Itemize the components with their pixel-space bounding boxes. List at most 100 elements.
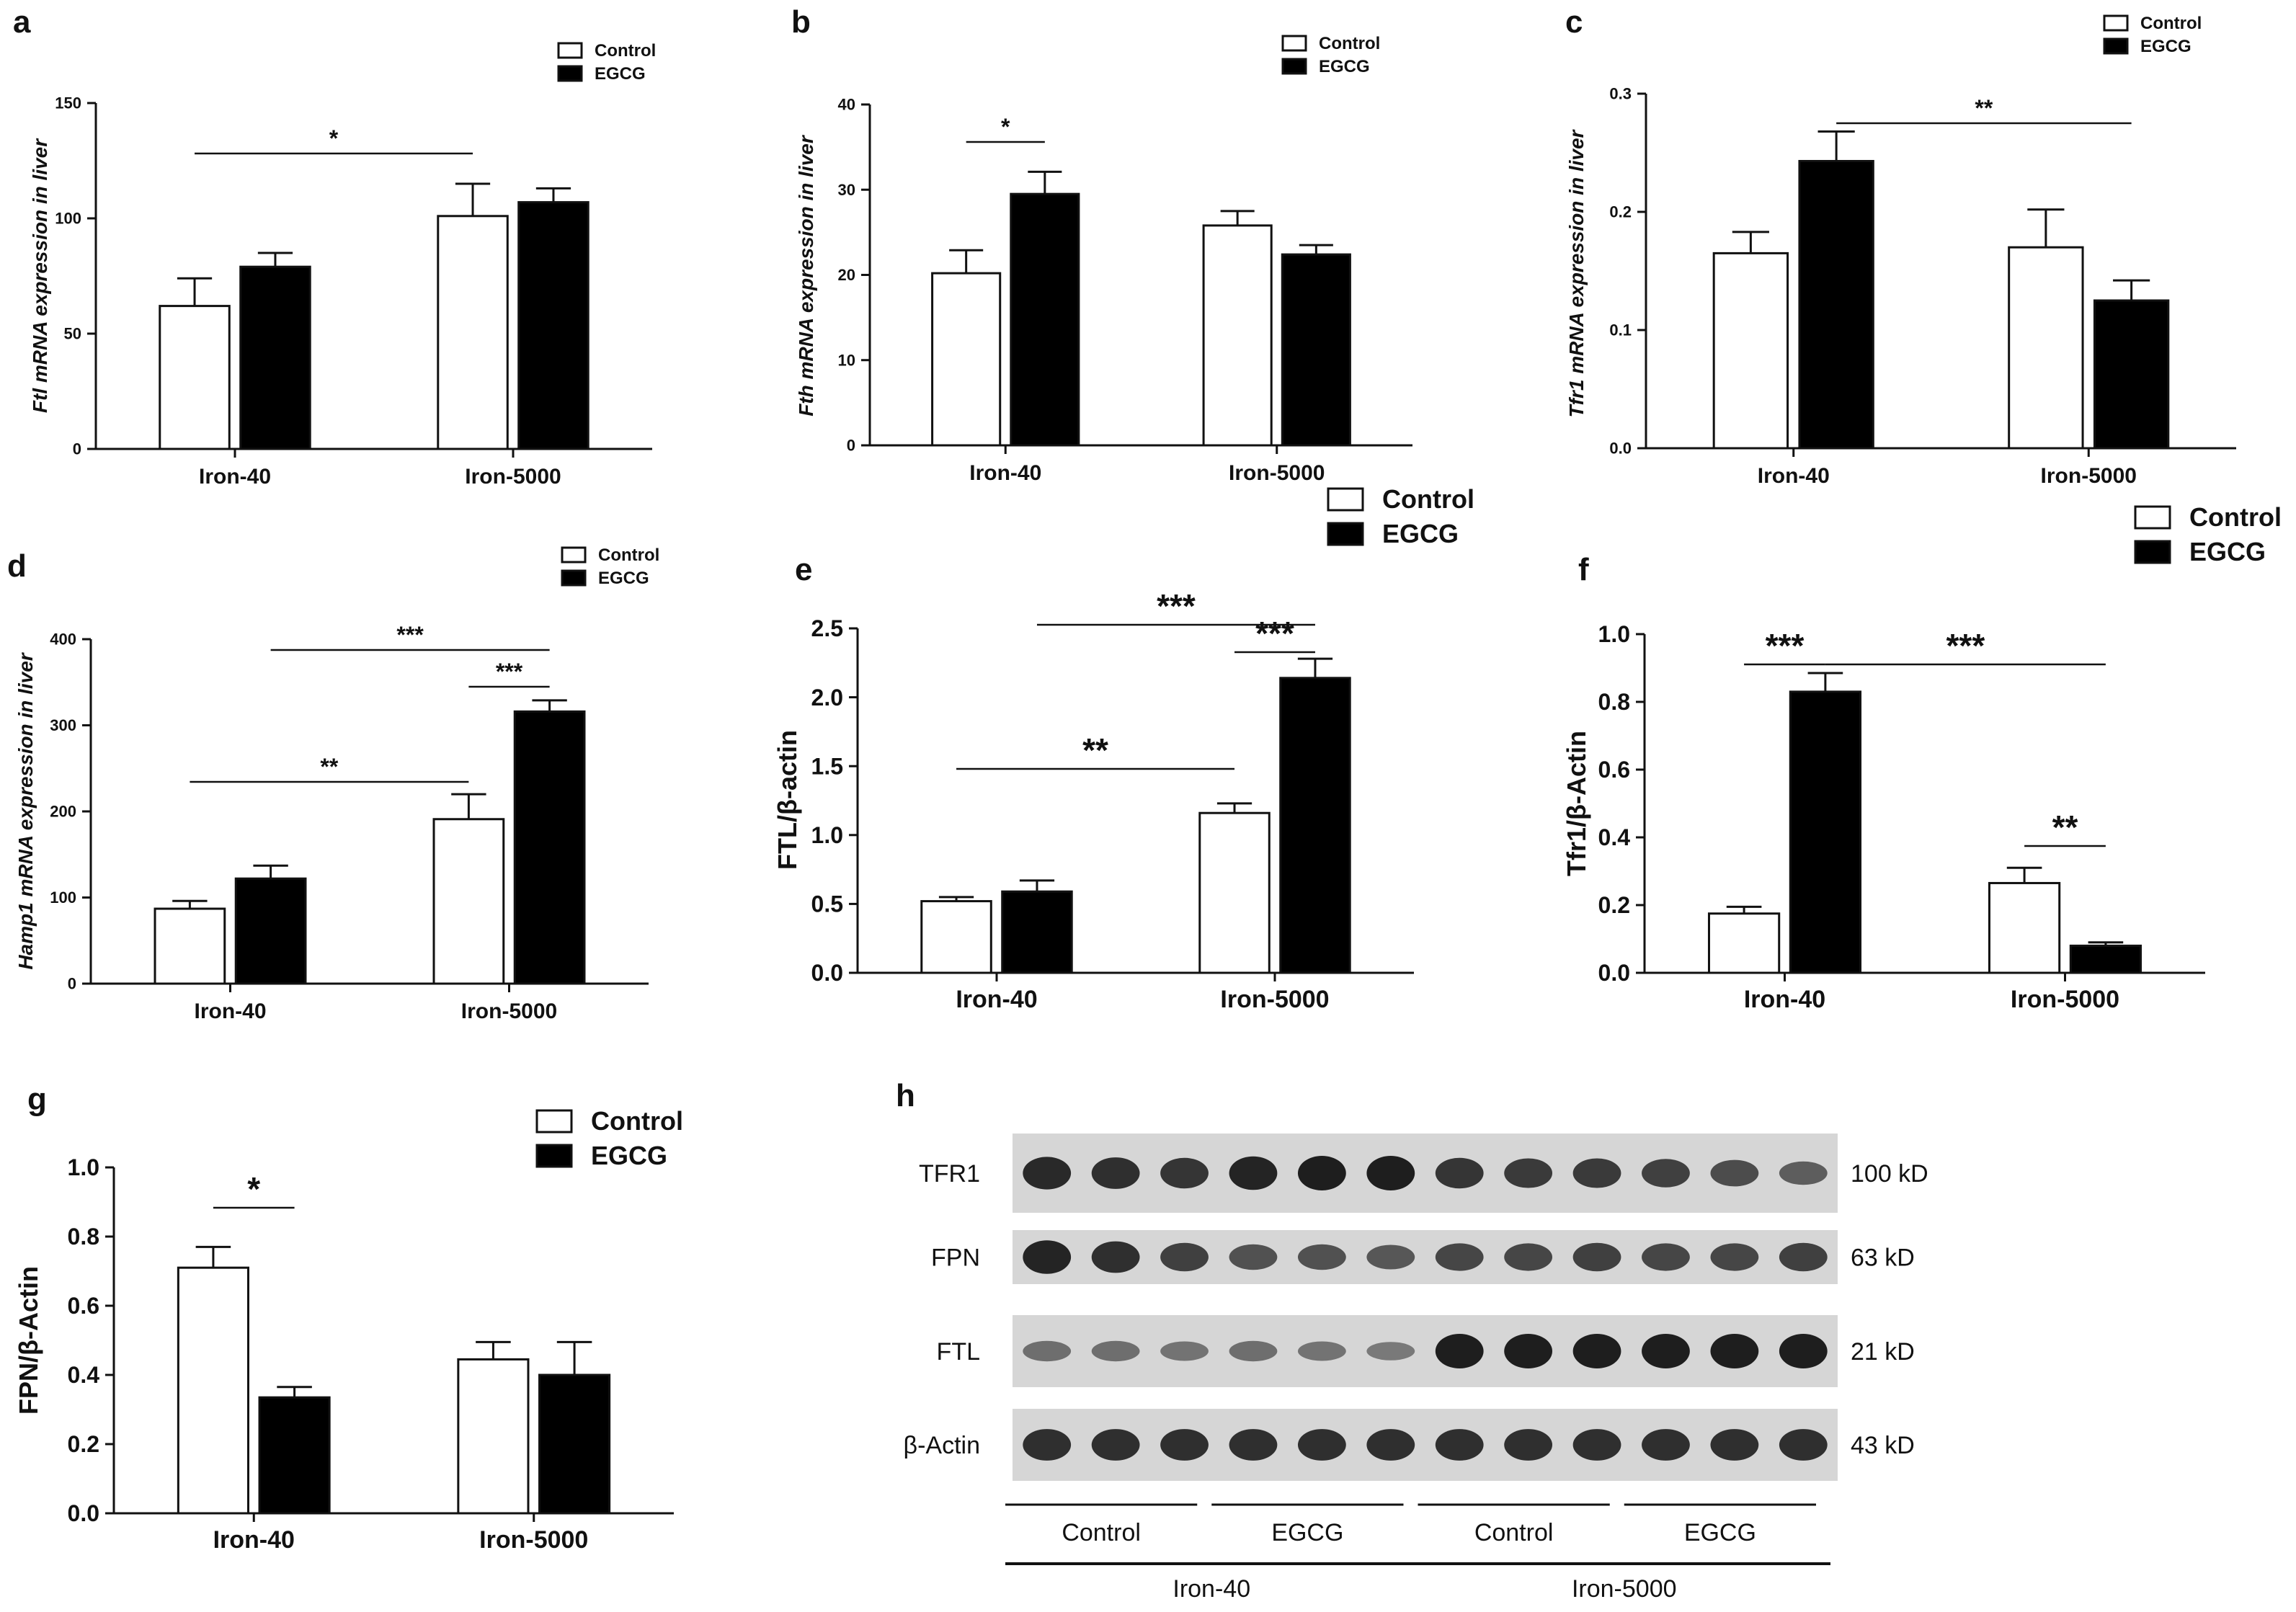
y-axis-label: Hamp1 mRNA expression in liver bbox=[14, 651, 37, 969]
bar-egcg-iron-5000 bbox=[2069, 944, 2143, 974]
legend-label-control: Control bbox=[1382, 484, 1474, 514]
y-tick-label: 0 bbox=[73, 440, 81, 458]
blot-band bbox=[1091, 1429, 1140, 1461]
blot-band bbox=[1710, 1243, 1759, 1271]
bar-egcg-iron-40 bbox=[1001, 890, 1073, 974]
blot-band bbox=[1091, 1340, 1140, 1362]
legend-swatch-control bbox=[2134, 505, 2171, 530]
blot-band bbox=[1572, 1158, 1621, 1188]
blot-strip-TFR1 bbox=[1013, 1134, 1838, 1213]
bar-control-iron-5000 bbox=[2008, 246, 2084, 450]
bar-control-iron-40 bbox=[153, 907, 226, 985]
y-tick-label: 0.1 bbox=[1609, 321, 1632, 339]
blot-band bbox=[1297, 1429, 1346, 1461]
legend-label-control: Control bbox=[1319, 34, 1380, 53]
panel-letter: h bbox=[896, 1078, 915, 1113]
blot-band bbox=[1366, 1244, 1415, 1270]
blot-size-label: 63 kD bbox=[1851, 1244, 1915, 1272]
y-tick-label: 2.0 bbox=[811, 685, 843, 711]
y-tick-label: 0.8 bbox=[1598, 689, 1630, 715]
bar-control-iron-40 bbox=[1712, 251, 1789, 450]
y-axis-label-text: mRNA expression in liver bbox=[1565, 128, 1588, 379]
y-tick-label: 2.5 bbox=[811, 615, 843, 641]
blot-band bbox=[1504, 1334, 1553, 1368]
x-category-label: Iron-5000 bbox=[1220, 986, 1329, 1013]
x-category-label: Iron-40 bbox=[1758, 464, 1830, 488]
y-tick-label: 0.0 bbox=[68, 1500, 99, 1526]
blot-band bbox=[1435, 1157, 1484, 1189]
y-tick-label: 40 bbox=[838, 96, 855, 114]
y-tick-label: 100 bbox=[50, 889, 76, 907]
bar-egcg-iron-40 bbox=[1010, 192, 1080, 447]
bar-control-iron-40 bbox=[159, 305, 231, 450]
legend: Control EGCG bbox=[1327, 484, 1474, 548]
legend-swatch-control bbox=[561, 546, 587, 564]
blot-band bbox=[1229, 1244, 1278, 1270]
legend-swatch-egcg bbox=[557, 65, 583, 82]
blot-band bbox=[1229, 1429, 1278, 1461]
blot-band bbox=[1435, 1243, 1484, 1271]
bar-egcg-iron-40 bbox=[1798, 159, 1874, 450]
blot-band bbox=[1710, 1159, 1759, 1187]
y-tick-label: 0 bbox=[847, 437, 855, 455]
blot-group-label: Control bbox=[1062, 1519, 1141, 1546]
x-category-label: Iron-5000 bbox=[2041, 464, 2137, 488]
legend-label-egcg: EGCG bbox=[1319, 57, 1370, 76]
bar-egcg-iron-5000 bbox=[2093, 299, 2170, 450]
panel-letter: a bbox=[13, 4, 31, 40]
y-tick-label: 0 bbox=[68, 975, 76, 993]
y-tick-label: 50 bbox=[64, 325, 81, 343]
bar-control-iron-5000 bbox=[1988, 881, 2061, 974]
y-tick-label: 0.8 bbox=[68, 1224, 99, 1250]
x-category-label: Iron-40 bbox=[194, 999, 266, 1023]
blot-band bbox=[1160, 1429, 1209, 1461]
significance-label: *** bbox=[1766, 627, 1805, 664]
blot-iron-label: Iron-5000 bbox=[1572, 1575, 1677, 1603]
legend-swatch-egcg bbox=[2103, 37, 2129, 55]
panel-letter: d bbox=[7, 548, 27, 584]
panel-letter: g bbox=[27, 1082, 47, 1117]
legend-label-egcg: EGCG bbox=[1382, 519, 1459, 548]
blot-band bbox=[1572, 1242, 1621, 1272]
blot-protein-label: TFR1 bbox=[919, 1160, 980, 1188]
blot-band bbox=[1023, 1157, 1072, 1190]
y-tick-label: 0.4 bbox=[1598, 824, 1631, 850]
y-axis-label-text: mRNA expression in liver bbox=[795, 134, 817, 385]
blot-band bbox=[1779, 1242, 1828, 1272]
bar-egcg-iron-40 bbox=[258, 1396, 331, 1515]
bar-egcg-iron-5000 bbox=[1279, 677, 1351, 974]
legend-label-egcg: EGCG bbox=[595, 64, 646, 84]
blot-band bbox=[1504, 1243, 1553, 1271]
chart-panel-g: g 0.0 0.2 0.4 0.6 0.8 1.0 Iron-40 Iron-5000 FPN/β… bbox=[14, 1082, 683, 1554]
blot-group-label: EGCG bbox=[1271, 1519, 1343, 1546]
legend: Control EGCG bbox=[1281, 34, 1380, 76]
legend-label-control: Control bbox=[591, 1106, 683, 1136]
y-tick-label: 30 bbox=[838, 181, 855, 199]
panel-letter: b bbox=[791, 4, 811, 40]
blot-strip-FPN bbox=[1013, 1230, 1838, 1284]
bar-control-iron-5000 bbox=[1202, 224, 1273, 447]
blot-band bbox=[1297, 1156, 1346, 1190]
blot-band bbox=[1435, 1429, 1484, 1461]
legend-swatch-egcg bbox=[1281, 58, 1307, 75]
bar-control-iron-40 bbox=[1707, 912, 1781, 974]
western-blot-panel: h TFR1 100 kD FPN 63 kD FTL 21 kD β-Actin 43 kD C… bbox=[896, 1078, 1928, 1603]
blot-band bbox=[1366, 1156, 1415, 1190]
bar-egcg-iron-40 bbox=[1789, 690, 1862, 974]
chart-panel-e: e 0.0 0.5 1.0 1.5 2.0 2.5 Iron-40 Iron-5000 FTL/β… bbox=[773, 484, 1474, 1013]
chart-panel-a: a 0 50 100 150 Iron-40 Iron-5000 Ftl mRNA expre… bbox=[13, 4, 656, 489]
blot-strip-β-Actin bbox=[1013, 1409, 1838, 1481]
blot-band bbox=[1160, 1341, 1209, 1361]
chart-panel-d: d 0 100 200 300 400 Iron-40 Iron-5000 Hamp1 mRNA… bbox=[7, 546, 659, 1023]
y-tick-label: 0.2 bbox=[68, 1431, 99, 1457]
bar-egcg-iron-5000 bbox=[513, 710, 586, 985]
bar-control-iron-40 bbox=[177, 1266, 249, 1515]
y-axis-label-text: FPN/β-Actin bbox=[14, 1266, 43, 1415]
legend-swatch-control bbox=[557, 42, 583, 59]
legend: Control EGCG bbox=[557, 41, 656, 84]
legend-label-control: Control bbox=[598, 546, 659, 565]
significance-label: ** bbox=[1082, 731, 1108, 769]
bar-control-iron-5000 bbox=[432, 818, 505, 985]
significance-label: ** bbox=[320, 754, 338, 780]
